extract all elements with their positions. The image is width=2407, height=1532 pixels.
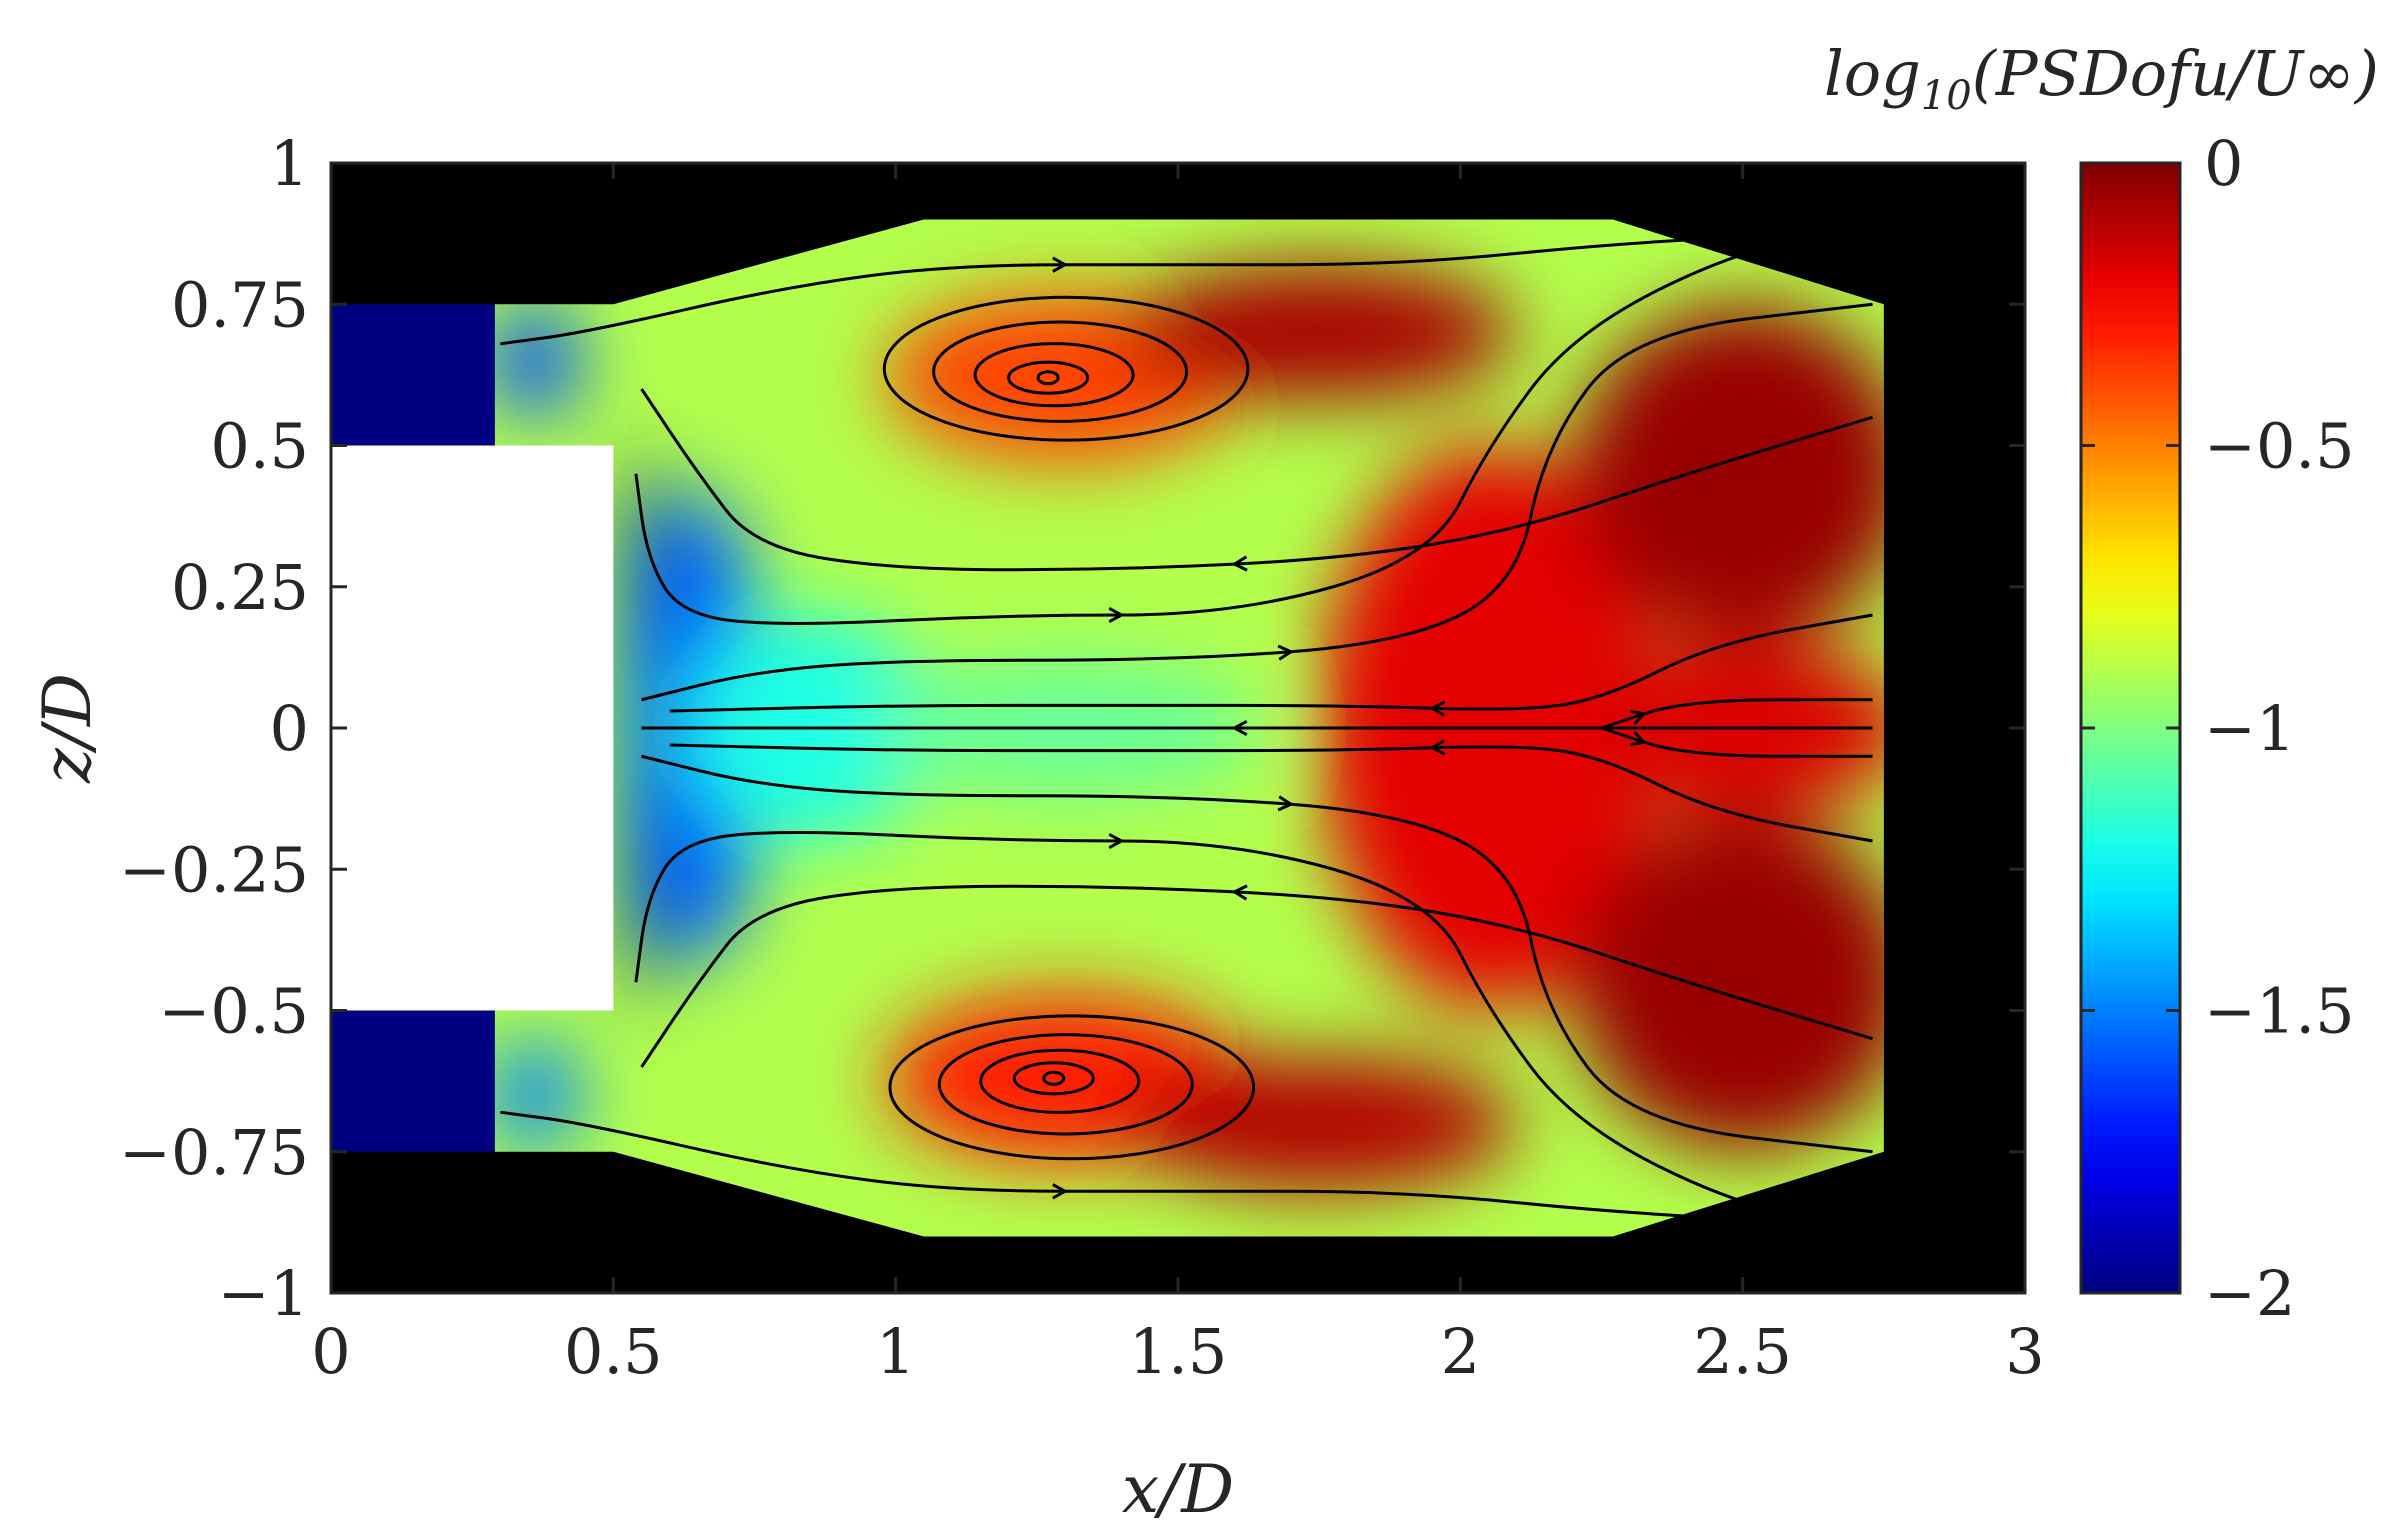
low-value-strips	[331, 304, 495, 1152]
colorbar-tick-label: 0	[2204, 127, 2243, 200]
vortex-center	[1036, 370, 1060, 386]
x-tick-label: 1	[876, 1315, 915, 1388]
vortex-streamline	[882, 295, 1250, 442]
y-tick-label: 0.75	[171, 268, 309, 341]
y-tick-label: 0.5	[210, 410, 309, 483]
vortex-streamline	[937, 1033, 1194, 1136]
colorbar-title-main: log	[1824, 37, 1921, 110]
y-tick-label: −0.5	[158, 975, 309, 1048]
x-axis-label: x/D	[1122, 1451, 1234, 1528]
streamline	[1601, 726, 1873, 758]
y-tick-label: −0.25	[119, 833, 309, 906]
vortex-streamline	[888, 1014, 1256, 1161]
streamline-arrow	[1052, 256, 1069, 273]
vortex-streamline	[932, 320, 1189, 423]
colorbar-gradient	[2081, 163, 2180, 1293]
field-blob	[1573, 812, 1884, 1152]
colorbar-title: log10(PSDofu/U∞)	[1824, 37, 2379, 119]
streamline-arrow	[1629, 709, 1647, 726]
streamline	[500, 1110, 1873, 1227]
field-blob	[494, 1038, 580, 1152]
field-blob	[1121, 264, 1517, 401]
colorbar: 0 −0.5 −1 −1.5 −2 log10(PSDofu/U∞)	[1824, 37, 2379, 1330]
y-axis: 1 0.75 0.5 0.25 0 −0.25 −0.5 −0.75 −1	[119, 127, 2025, 1330]
streamline	[500, 229, 1873, 346]
low-value-strip	[331, 304, 495, 446]
streamline-arrow	[1428, 739, 1446, 756]
streamline-arrow	[1108, 832, 1125, 850]
streamline-arrow	[1629, 730, 1647, 747]
y-tick-label: 0.25	[171, 551, 309, 624]
body-block	[331, 445, 614, 1011]
streamline-arrow	[1108, 606, 1125, 624]
low-value-strip	[331, 1010, 495, 1152]
streamline-arrow	[1231, 555, 1248, 572]
vortex-streamline	[1012, 1061, 1095, 1096]
field-blob	[494, 304, 580, 418]
colorbar-title-sub: 10	[1921, 73, 1972, 119]
x-tick-label: 1.5	[1129, 1315, 1228, 1388]
colorbar-ticks: 0 −0.5 −1 −1.5 −2	[2081, 127, 2355, 1330]
colorbar-tick-label: −2	[2204, 1257, 2295, 1330]
streamline-arrow	[1231, 884, 1248, 901]
streamline-arrow	[1277, 644, 1295, 661]
streamline-arrow	[1052, 1183, 1069, 1200]
x-tick-label: 0.5	[564, 1315, 663, 1388]
vortex-streamline	[973, 342, 1135, 408]
streamline-arrow	[1231, 719, 1248, 737]
y-tick-label: −0.75	[119, 1116, 309, 1189]
field-blob	[1121, 1055, 1517, 1192]
x-tick-label: 3	[2005, 1315, 2044, 1388]
colorbar-tick-label: −1	[2204, 692, 2295, 765]
y-axis-label: z/D	[29, 673, 106, 784]
colorbar-title-rest: (PSDofu/U∞)	[1972, 37, 2379, 110]
streamline-arrow	[1277, 795, 1295, 812]
vortex-streamline	[1007, 360, 1090, 395]
streamline	[634, 229, 1873, 625]
streamline-arrow	[1428, 700, 1446, 717]
x-tick-label: 2	[1441, 1315, 1480, 1388]
y-tick-label: 0	[270, 692, 309, 765]
colorbar-tick-label: −0.5	[2204, 410, 2355, 483]
y-tick-label: −1	[218, 1257, 309, 1330]
x-tick-label: 2.5	[1693, 1315, 1792, 1388]
plot-area	[329, 161, 2027, 1295]
x-tick-label: 0	[311, 1315, 350, 1388]
vortex-streamline	[979, 1048, 1141, 1114]
y-tick-label: 1	[270, 127, 309, 200]
field-blob	[1573, 304, 1884, 644]
colorbar-tick-label: −1.5	[2204, 975, 2355, 1048]
streamline	[1601, 698, 1873, 730]
x-axis: 0 0.5 1 1.5 2 2.5 3	[311, 163, 2045, 1388]
streamlines	[500, 229, 1873, 1227]
vortex-center	[1042, 1070, 1066, 1086]
streamline	[634, 831, 1873, 1227]
